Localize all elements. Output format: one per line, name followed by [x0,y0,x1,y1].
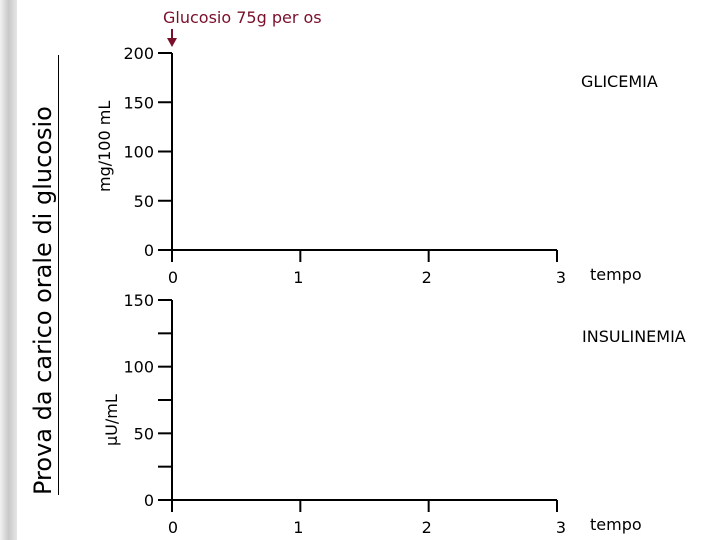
insulinemia-y-tick-label: 100 [123,358,154,377]
insulinemia-y-tick-label: 50 [134,424,154,443]
glicemia-x-tick-label: 1 [293,268,303,287]
glicemia-chart-title: GLICEMIA [581,72,658,91]
insulinemia-chart-title: INSULINEMIA [582,327,686,346]
glicemia-y-tick-label: 200 [123,44,154,63]
glicemia-y-tick-label: 100 [123,143,154,162]
glicemia-x-axis-label: tempo [590,265,642,284]
glucose-dose-annotation: Glucosio 75g per os [163,8,322,27]
glicemia-x-tick-label: 2 [422,268,432,287]
insulinemia-y-tick-label: 0 [144,491,154,510]
dose-arrow-icon [167,29,177,47]
glicemia-x-tick-label: 0 [168,268,178,287]
glicemia-y-tick-label: 0 [144,241,154,260]
glicemia-x-tick-label: 3 [556,268,566,287]
slide-left-bar [0,0,17,540]
glicemia-y-tick-label: 150 [123,93,154,112]
insulinemia-x-tick-label: 3 [556,518,566,537]
glicemia-y-tick-label: 50 [134,192,154,211]
insulinemia-x-tick-label: 1 [293,518,303,537]
insulinemia-x-tick-label: 2 [422,518,432,537]
insulinemia-y-tick-label: 150 [123,291,154,310]
insulinemia-x-tick-label: 0 [168,518,178,537]
insulinemia-x-axis-label: tempo [590,515,642,534]
